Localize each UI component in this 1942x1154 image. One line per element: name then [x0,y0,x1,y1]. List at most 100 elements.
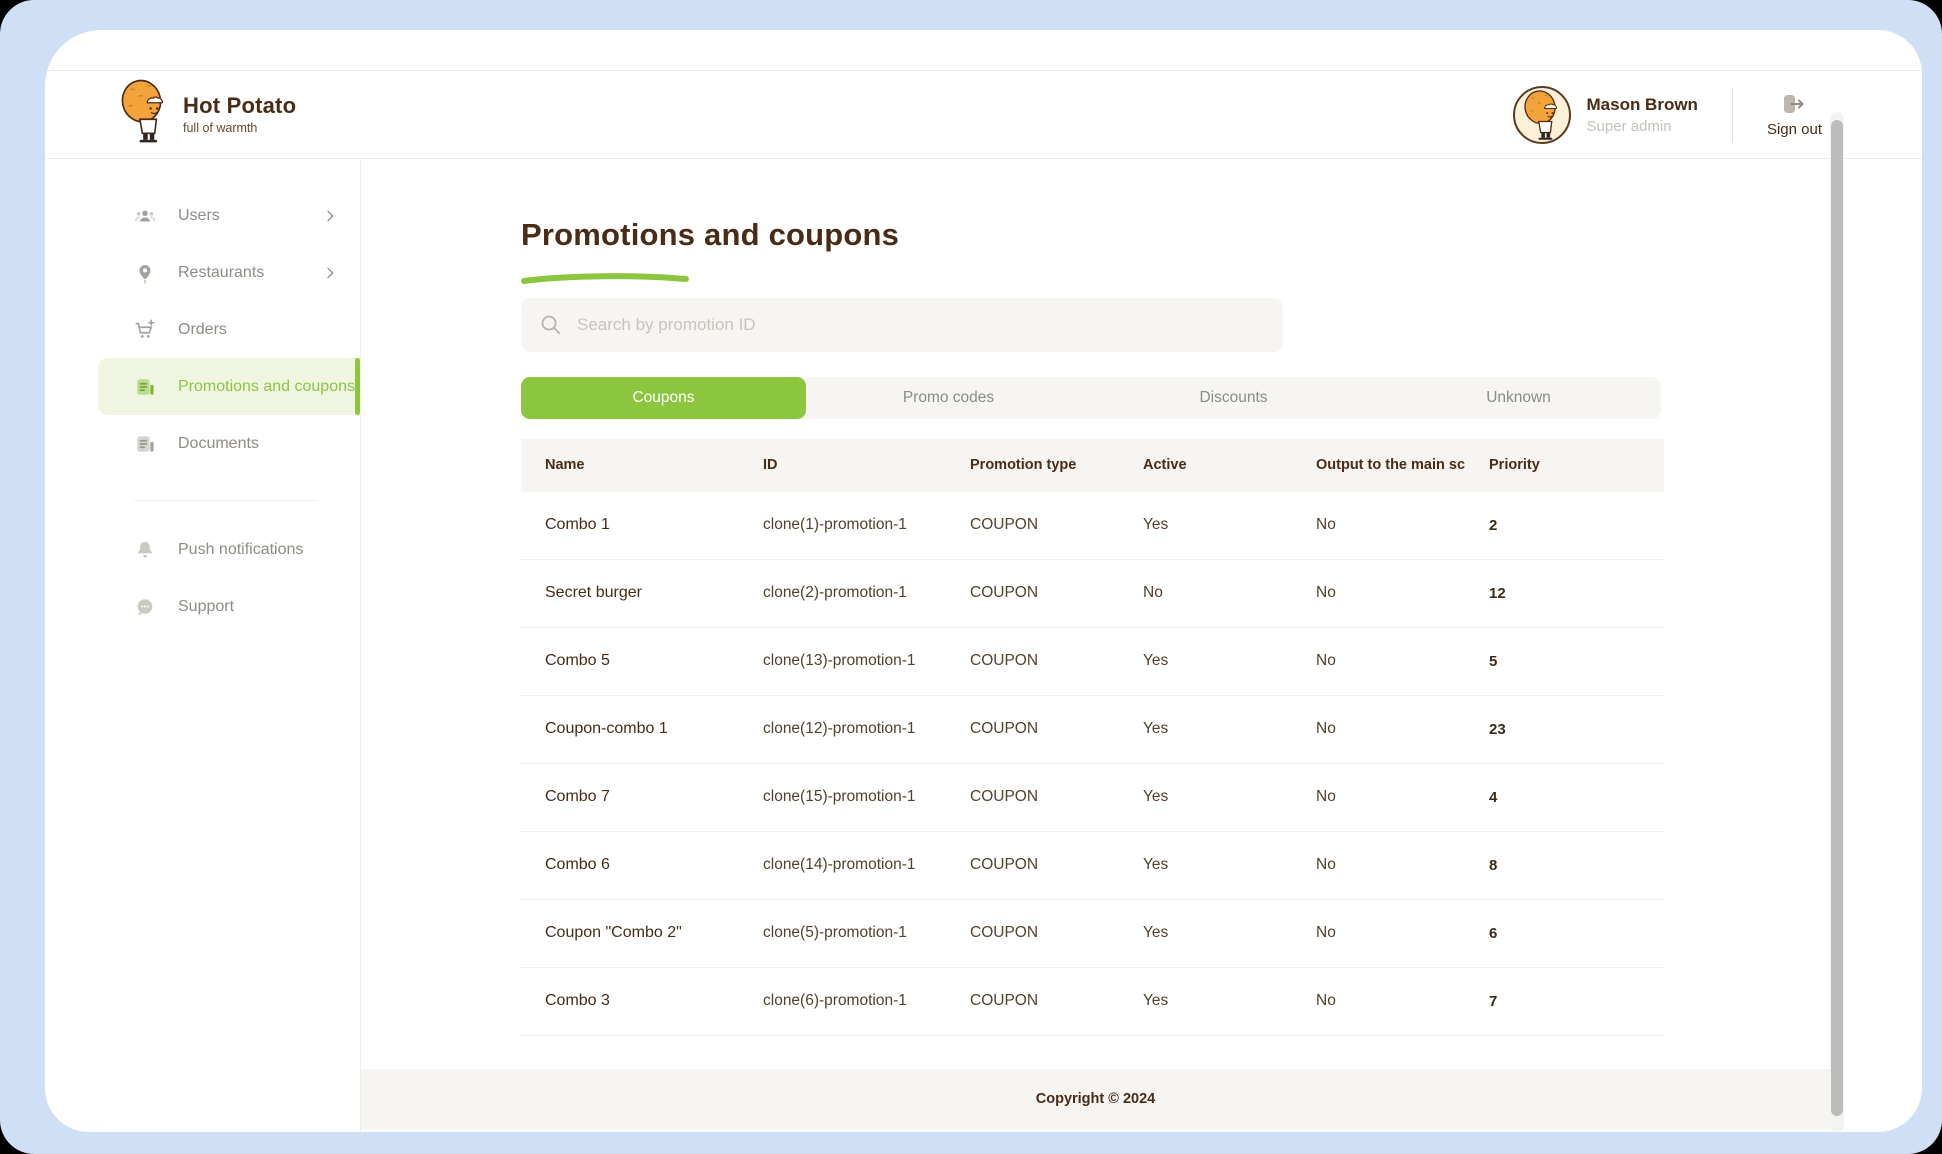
cart-icon [134,318,156,342]
sidebar-item-label: Push notifications [178,540,304,558]
brand-logo-icon [119,78,169,149]
bell-icon [134,538,156,562]
promotions-table: Name ID Promotion type Active Output to … [521,438,1664,1036]
sidebar-item-users[interactable]: Users [45,187,360,244]
sidebar-item-support[interactable]: Support [45,578,360,635]
table-cell: No [1292,627,1465,696]
table-cell: No [1292,899,1465,968]
app-body: Users Restaurants [45,159,1922,1132]
table-cell: COUPON [946,763,1119,832]
table-header-row: Name ID Promotion type Active Output to … [521,438,1664,492]
column-header-name: Name [521,438,739,492]
user-role: Super admin [1586,117,1672,135]
column-header-id: ID [739,438,946,492]
table-cell: Yes [1119,627,1292,696]
top-bar: Hot Potato full of warmth Mason Brown [45,71,1922,159]
sidebar-item-promotions-and-coupons[interactable]: Promotions and coupons [98,358,360,415]
table-row[interactable]: Combo 6 clone(14)-promotion-1 COUPON Yes… [521,831,1664,900]
table-cell: No [1292,695,1465,764]
table-cell: COUPON [946,899,1119,968]
table-cell: 6 [1465,899,1664,968]
users-icon [134,204,156,228]
table-cell: 12 [1465,559,1664,628]
table-cell: COUPON [946,831,1119,900]
table-cell: No [1292,559,1465,628]
sidebar: Users Restaurants [45,159,361,1132]
table-cell: Yes [1119,763,1292,832]
table-row[interactable]: Combo 1 clone(1)-promotion-1 COUPON Yes … [521,491,1664,560]
sidebar-item-push-notifications[interactable]: Push notifications [45,521,360,578]
main-content: Promotions and coupons Coupons [361,159,1830,1132]
sidebar-item-label: Users [178,206,220,224]
footer-bar: Copyright © 2024 [361,1068,1830,1129]
table-cell: COUPON [946,559,1119,628]
tab-unknown[interactable]: Unknown [1376,377,1661,419]
sign-out-label: Sign out [1766,120,1822,138]
table-row[interactable]: Coupon-combo 1 clone(12)-promotion-1 COU… [521,695,1664,764]
table-row[interactable]: Combo 5 clone(13)-promotion-1 COUPON Yes… [521,627,1664,696]
table-cell: No [1292,491,1465,560]
chevron-right-icon [327,267,334,278]
brand-subtitle: full of warmth [183,120,258,135]
table-cell: No [1119,559,1292,628]
column-header-output: Output to the main screen [1292,438,1465,492]
documents-icon [134,432,156,456]
potato-mascot-icon [1523,89,1557,140]
table-cell: Coupon-combo 1 [521,695,739,764]
sign-out-icon [1784,94,1804,113]
table-cell: Coupon "Combo 2" [521,899,739,968]
table-cell: Combo 7 [521,763,739,832]
search-input[interactable] [575,313,1265,336]
table-cell: 23 [1465,695,1664,764]
table-cell: clone(12)-promotion-1 [739,695,946,764]
sidebar-item-label: Promotions and coupons [178,377,355,395]
table-cell: Combo 5 [521,627,739,696]
vertical-scrollbar-track [1830,112,1844,1132]
brand-logo[interactable]: Hot Potato full of warmth [119,78,296,149]
table-cell: COUPON [946,967,1119,1036]
table-cell: 4 [1465,763,1664,832]
avatar [1512,85,1571,144]
table-cell: Secret burger [521,559,739,628]
title-underline-swoosh [521,272,689,284]
page-title: Promotions and coupons [521,216,900,252]
table-row[interactable]: Secret burger clone(2)-promotion-1 COUPO… [521,559,1664,628]
copyright-text: Copyright © 2024 [1035,1090,1156,1107]
tab-coupons[interactable]: Coupons [521,376,806,419]
table-cell: COUPON [946,627,1119,696]
app-area: Hot Potato full of warmth Mason Brown [45,70,1922,1132]
sidebar-item-orders[interactable]: Orders [45,301,360,358]
table-cell: clone(2)-promotion-1 [739,559,946,628]
tab-bar: Coupons Promo codes Discounts Unknown [521,376,1661,419]
table-cell: COUPON [946,695,1119,764]
user-area: Mason Brown Super admin Sign out [1512,71,1822,158]
table-row[interactable]: Combo 7 clone(15)-promotion-1 COUPON Yes… [521,763,1664,832]
table-cell: No [1292,967,1465,1036]
table-cell: clone(5)-promotion-1 [739,899,946,968]
promotions-icon [134,375,156,399]
table-cell: No [1292,831,1465,900]
table-cell: No [1292,763,1465,832]
app-window: Hot Potato full of warmth Mason Brown [45,30,1922,1132]
tab-discounts[interactable]: Discounts [1091,377,1376,419]
table-cell: 8 [1465,831,1664,900]
sidebar-item-label: Orders [178,320,227,338]
table-cell: Yes [1119,831,1292,900]
table-row[interactable]: Combo 3 clone(6)-promotion-1 COUPON Yes … [521,967,1664,1036]
vertical-scrollbar-thumb[interactable] [1831,120,1843,1116]
sidebar-item-documents[interactable]: Documents [45,415,360,472]
sidebar-item-restaurants[interactable]: Restaurants [45,244,360,301]
column-header-active: Active [1119,438,1292,492]
table-cell: Yes [1119,967,1292,1036]
tab-promo-codes[interactable]: Promo codes [806,377,1091,419]
map-pin-icon [134,261,156,285]
table-row[interactable]: Coupon "Combo 2" clone(5)-promotion-1 CO… [521,899,1664,968]
avatar-mascot-icon [1522,89,1562,142]
table-body: Combo 1 clone(1)-promotion-1 COUPON Yes … [521,491,1664,1036]
chevron-right-icon [327,210,334,221]
potato-mascot-icon [121,79,163,143]
table-cell: Combo 6 [521,831,739,900]
table-cell: Yes [1119,491,1292,560]
sign-out-button[interactable]: Sign out [1767,92,1822,138]
